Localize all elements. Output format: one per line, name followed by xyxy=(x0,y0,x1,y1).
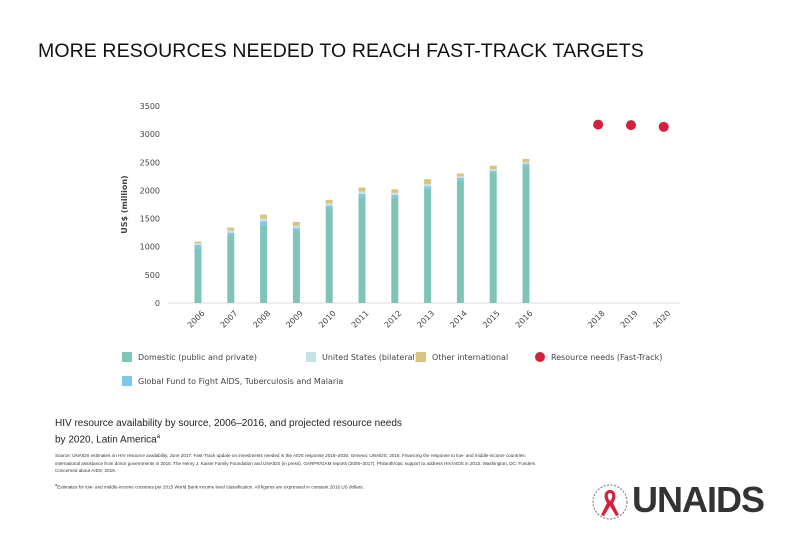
x-tick-label: 2009 xyxy=(284,309,305,330)
unaids-ribbon-logo-icon xyxy=(592,484,628,520)
bar-segment-2009-s2 xyxy=(292,225,300,229)
bar-segment-2016-s2 xyxy=(522,162,530,164)
x-tick-label: 2019 xyxy=(619,309,640,330)
bar-segment-2007-s0 xyxy=(227,236,235,303)
bar-segment-2010-s0 xyxy=(325,208,333,303)
footnote: aEstimates for low- and middle-income co… xyxy=(55,482,364,490)
bars xyxy=(194,158,530,303)
bar-segment-2013-s3 xyxy=(424,179,432,185)
x-tick-label: 2018 xyxy=(586,309,607,330)
legend-swatch xyxy=(416,352,426,362)
bar-segment-2008-s3 xyxy=(260,214,268,219)
bar-segment-2011-s2 xyxy=(358,191,366,194)
legend-swatch xyxy=(306,352,316,362)
bar-segment-2016-s1 xyxy=(522,163,530,166)
bar-segment-2011-s3 xyxy=(358,187,366,192)
bar-segment-2013-s0 xyxy=(424,188,432,303)
y-tick-label: 500 xyxy=(145,271,160,280)
caption-line-2: by 2020, Latin America xyxy=(55,433,157,445)
x-tick-label: 2020 xyxy=(652,309,673,330)
bar-segment-2006-s0 xyxy=(194,248,202,303)
bar-segment-2014-s3 xyxy=(456,173,464,177)
legend-label: Domestic (public and private) xyxy=(138,353,257,362)
legend-swatch xyxy=(122,376,132,386)
source-note: Source: UNAIDS estimates on HIV resource… xyxy=(55,453,536,474)
bar-segment-2006-s1 xyxy=(194,245,202,249)
legend-label: Global Fund to Fight AIDS, Tuberculosis … xyxy=(138,377,343,386)
legend-swatch xyxy=(122,352,132,362)
x-axis: 2006 2007 2008 2009 2010 2011 2012 2013 2014 2015… xyxy=(168,302,680,330)
projection-point-2018 xyxy=(593,119,604,130)
x-tick-label: 2014 xyxy=(448,309,469,330)
bar-segment-2016-s0 xyxy=(522,165,530,303)
bar-segment-2006-s2 xyxy=(194,243,202,246)
y-axis-label: US$ (million) xyxy=(120,175,129,233)
legend-swatch xyxy=(535,352,545,362)
bar-segment-2009-s0 xyxy=(292,231,300,303)
bar-segment-2008-s0 xyxy=(260,225,268,303)
x-tick-label: 2011 xyxy=(350,309,371,330)
projection-points xyxy=(593,119,669,132)
legend-label: United States (bilateral) xyxy=(322,353,418,362)
unaids-logo-text: UNAIDS xyxy=(632,479,765,520)
bar-segment-2011-s1 xyxy=(358,193,366,197)
bar-segment-2015-s0 xyxy=(489,172,497,303)
y-tick-label: 3000 xyxy=(140,130,160,139)
bar-segment-2010-s1 xyxy=(325,205,333,209)
bar-segment-2012-s1 xyxy=(391,194,399,198)
bar-segment-2006-s3 xyxy=(194,241,202,244)
caption-line-1: HIV resource availability by source, 200… xyxy=(55,418,402,429)
bar-segment-2008-s1 xyxy=(260,221,268,226)
y-tick-label: 1000 xyxy=(140,243,160,252)
caption-footnote-mark: a xyxy=(156,433,161,440)
bar-segment-2014-s2 xyxy=(456,176,464,179)
x-tick-label: 2007 xyxy=(219,309,240,330)
x-tick-label: 2015 xyxy=(481,309,502,330)
bar-segment-2007-s3 xyxy=(227,227,235,231)
bar-segment-2009-s3 xyxy=(292,221,300,226)
x-tick-label: 2016 xyxy=(514,309,535,330)
x-tick-label: 2008 xyxy=(251,309,272,330)
bar-segment-2012-s3 xyxy=(391,189,399,193)
bar-segment-2010-s2 xyxy=(325,203,333,206)
bar-segment-2016-s3 xyxy=(522,158,530,163)
projection-point-2020 xyxy=(658,121,669,132)
y-axis: 0 500 1000 1500 2000 2500 3000 3500 US$ (million… xyxy=(120,102,160,308)
y-tick-label: 2500 xyxy=(140,158,160,167)
bar-segment-2008-s2 xyxy=(260,218,268,222)
legend-label: Resource needs (Fast-Track) xyxy=(551,353,662,362)
y-tick-label: 1500 xyxy=(140,215,160,224)
bar-segment-2014-s0 xyxy=(456,180,464,303)
y-tick-label: 2000 xyxy=(140,186,160,195)
y-tick-label: 0 xyxy=(155,299,160,308)
bar-segment-2013-s2 xyxy=(424,184,432,187)
bar-segment-2013-s1 xyxy=(424,186,432,189)
x-tick-label: 2012 xyxy=(383,309,404,330)
projection-point-2019 xyxy=(625,120,636,131)
bar-segment-2015-s1 xyxy=(489,170,497,173)
x-tick-label: 2013 xyxy=(415,309,436,330)
y-tick-label: 3500 xyxy=(140,102,160,111)
bar-segment-2015-s3 xyxy=(489,165,497,170)
bar-segment-2010-s3 xyxy=(325,199,333,204)
bar-segment-2007-s1 xyxy=(227,232,235,237)
bar-segment-2011-s0 xyxy=(358,196,366,303)
bar-segment-2009-s1 xyxy=(292,228,300,232)
chart: 0 500 1000 1500 2000 2500 3000 3500 US$ (million… xyxy=(120,102,680,386)
bar-segment-2015-s2 xyxy=(489,169,497,171)
legend: Domestic (public and private) United Stat… xyxy=(122,352,662,386)
x-tick-label: 2010 xyxy=(317,309,338,330)
bar-segment-2014-s1 xyxy=(456,178,464,181)
bar-segment-2007-s2 xyxy=(227,230,235,233)
x-tick-label: 2006 xyxy=(186,309,207,330)
chart-caption: HIV resource availability by source, 200… xyxy=(55,418,475,446)
bar-segment-2012-s2 xyxy=(391,192,399,195)
slide-title: MORE RESOURCES NEEDED TO REACH FAST-TRAC… xyxy=(38,40,644,62)
bar-segment-2012-s0 xyxy=(391,197,399,303)
legend-label: Other international xyxy=(432,353,508,362)
